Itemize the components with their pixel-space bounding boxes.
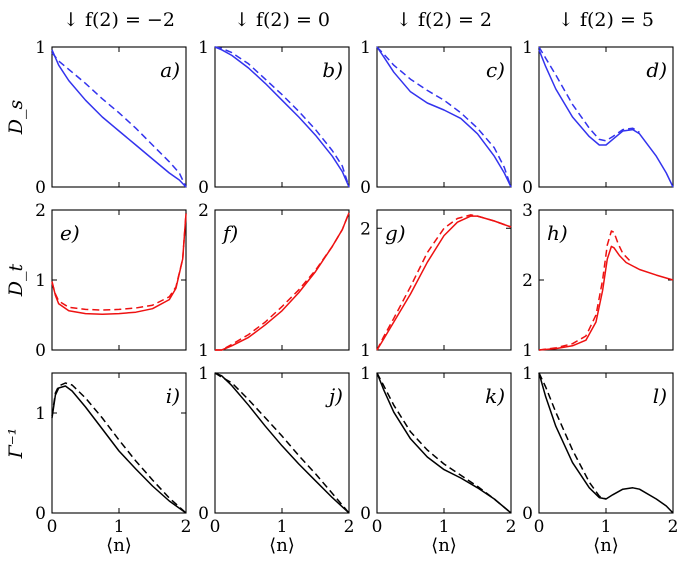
x-tick-label: 0 (534, 517, 545, 537)
panel-label: e) (60, 221, 80, 245)
y-tick-label: 1 (198, 38, 209, 58)
panel-d: 0 1 d) (522, 38, 674, 198)
panel-label: j) (325, 384, 343, 408)
column-title: ↓ f(2) = −2 (63, 9, 175, 31)
y-tick-label: 0 (35, 178, 46, 198)
panel-a: 0 1 a) (35, 38, 187, 198)
y-tick-label: 0 (360, 178, 371, 198)
y-tick-label: 1 (360, 38, 371, 58)
row-label: D_t (5, 263, 27, 297)
y-tick-label: 2 (35, 201, 46, 221)
x-axis-label: ⟨n⟩ (593, 535, 619, 556)
y-tick-label: 2 (198, 201, 209, 221)
panel-label: g) (385, 221, 406, 245)
y-tick-label: 0 (522, 504, 533, 524)
solid-curve (214, 46, 350, 188)
column-title: ↓ f(2) = 0 (234, 9, 330, 31)
y-tick-label: 1 (360, 341, 371, 361)
panel-label: c) (486, 58, 505, 82)
dashed-curve (214, 46, 350, 188)
dashed-curve (538, 46, 640, 142)
dashed-curve (538, 230, 631, 351)
y-tick-label: 1 (198, 341, 209, 361)
panel-c: 0 1 c) (360, 38, 512, 198)
dashed-curve (376, 372, 512, 514)
panel-l: 0 1 0 1 2 ⟨n⟩ l) (522, 364, 678, 556)
x-axis-label: ⟨n⟩ (106, 535, 132, 556)
solid-curve (51, 49, 187, 188)
x-tick-label: 0 (47, 517, 58, 537)
x-tick-label: 2 (668, 517, 679, 537)
row-label: D_s (5, 100, 27, 136)
solid-curve (376, 46, 512, 188)
panel-g: 1 2 g) (360, 209, 512, 361)
x-axis-label: ⟨n⟩ (431, 535, 457, 556)
y-tick-label: 0 (360, 504, 371, 524)
panel-label: k) (485, 384, 505, 408)
panel-label: f) (221, 221, 238, 245)
y-tick-label: 1 (198, 364, 209, 384)
panel-label: h) (547, 221, 568, 245)
y-tick-label: 1 (35, 404, 46, 424)
y-tick-label: 0 (35, 341, 46, 361)
x-tick-label: 2 (344, 517, 355, 537)
y-tick-label: 1 (35, 38, 46, 58)
panel-label: a) (160, 58, 180, 82)
dashed-curve (51, 52, 187, 188)
y-tick-label: 1 (522, 364, 533, 384)
dashed-curve (376, 214, 512, 351)
x-tick-label: 1 (277, 517, 288, 537)
y-tick-label: 1 (360, 364, 371, 384)
x-tick-label: 0 (210, 517, 221, 537)
y-tick-label: 3 (522, 201, 533, 221)
panel-label: l) (653, 384, 667, 408)
column-title: ↓ f(2) = 2 (396, 9, 492, 31)
panel-label: i) (166, 384, 180, 408)
x-tick-label: 1 (601, 517, 612, 537)
panel-f: 1 2 f) (198, 201, 350, 361)
y-tick-label: 0 (522, 178, 533, 198)
y-tick-label: 0 (198, 504, 209, 524)
x-axis-label: ⟨n⟩ (269, 535, 295, 556)
dashed-curve (214, 372, 350, 514)
dashed-curve (215, 212, 350, 351)
panel-j: 0 1 0 1 2 ⟨n⟩ j) (198, 364, 354, 556)
x-tick-label: 1 (439, 517, 450, 537)
y-tick-label: 1 (522, 341, 533, 361)
y-tick-label: 0 (198, 178, 209, 198)
y-tick-label: 1 (35, 271, 46, 291)
y-tick-label: 2 (522, 271, 533, 291)
solid-curve (51, 385, 187, 514)
solid-curve (538, 245, 674, 351)
solid-curve (538, 372, 674, 514)
panel-label: d) (646, 58, 667, 82)
panel-label: b) (322, 58, 343, 82)
row-label: Γ⁻¹ (5, 428, 27, 460)
dashed-curve (51, 213, 187, 311)
column-title: ↓ f(2) = 5 (558, 9, 654, 31)
panel-e: 0 1 2 e) (35, 201, 187, 361)
panel-k: 0 1 0 1 2 ⟨n⟩ k) (360, 364, 516, 556)
dashed-curve (51, 382, 187, 514)
solid-curve (538, 49, 674, 188)
dashed-curve (538, 372, 607, 500)
x-tick-label: 2 (181, 517, 192, 537)
x-tick-label: 1 (114, 517, 125, 537)
y-tick-label: 1 (522, 38, 533, 58)
x-tick-label: 2 (506, 517, 517, 537)
panel-i: 0 1 0 1 2 ⟨n⟩ i) (35, 372, 192, 556)
panel-b: 0 1 b) (198, 38, 350, 198)
solid-curve (51, 213, 187, 316)
panel-h: 1 2 3 h) (522, 201, 674, 361)
y-tick-label: 2 (360, 219, 371, 239)
x-tick-label: 0 (372, 517, 383, 537)
y-tick-label: 0 (35, 504, 46, 524)
